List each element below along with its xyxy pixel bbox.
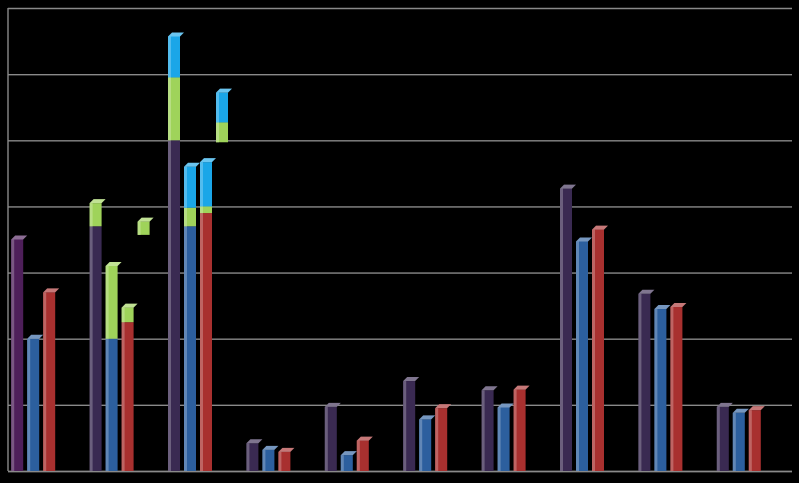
bar-g4-b2-s0-edge <box>356 440 360 471</box>
bar-g9-b2-s0-cap <box>748 406 765 411</box>
bar-g0-b0-s0-cap <box>11 235 28 240</box>
floating-0-s0-edge <box>137 221 141 235</box>
bar-g1-b0-s1-edge <box>89 203 93 227</box>
bar-g3-b2-s0-edge <box>278 451 282 471</box>
bar-g9-b0-s0-edge <box>716 406 720 471</box>
bar-g3-b0-s0-edge <box>246 443 250 471</box>
bar-g5-b0-s0-edge <box>403 381 407 471</box>
bar-g0-b2-s0-cap <box>43 288 60 293</box>
floating-0-s0-cap <box>137 217 154 222</box>
bar-g1-b2-s1-cap <box>121 303 138 308</box>
bar-g1-b1-s1-cap <box>105 261 122 266</box>
bar-g3-b1-s0-cap <box>262 445 279 450</box>
bar-g2-b1-s1-edge <box>184 207 187 227</box>
bar-g6-b2-s0-edge <box>513 389 517 471</box>
bar-g6-b0-s0-edge <box>481 390 485 471</box>
bar-g7-b1-s0-edge <box>576 241 579 471</box>
bar-g6-b0-s0-cap <box>481 386 498 391</box>
bar-g2-b0-s1-edge <box>168 77 171 141</box>
bar-g5-b1-s0-edge <box>419 419 423 471</box>
bar-g4-b0-s0-edge <box>324 406 328 471</box>
bar-g8-b2-s0-edge <box>670 306 674 471</box>
bar-g1-b2-s0-edge <box>121 322 125 471</box>
bar-g3-b1-s0-edge <box>262 449 266 471</box>
bar-g1-b2-s1-edge <box>121 307 125 323</box>
bar-g9-b1-s0-edge <box>732 412 736 471</box>
bar-g5-b0-s0-cap <box>403 377 420 382</box>
bar-g5-b2-s0-cap <box>435 404 452 409</box>
floating-1-s1-cap <box>216 88 232 93</box>
bar-g7-b2-s0-edge <box>592 229 595 471</box>
bar-g3-b2-s0-cap <box>278 447 295 452</box>
bar-g2-b2-s0-edge <box>200 213 203 472</box>
bar-g7-b2-s0-cap <box>592 225 608 230</box>
axes <box>7 8 792 473</box>
bar-g8-b0-s0-edge <box>638 293 642 471</box>
bar-g8-b1-s0-edge <box>654 308 658 471</box>
bar-g0-b1-s0-cap <box>27 334 44 339</box>
bar-g2-b0-s0-edge <box>168 140 171 472</box>
floating-1-s0-edge <box>216 122 219 143</box>
bar-g6-b1-s0-cap <box>497 403 514 408</box>
bar-g0-b1-s0-edge <box>27 338 31 471</box>
bar-g6-b1-s0-edge <box>497 407 501 471</box>
bar-g0-b2-s0-edge <box>43 292 47 471</box>
bar-g2-b2-s1-edge <box>200 206 203 214</box>
bar-g7-b0-s0-edge <box>560 188 563 471</box>
floating-1-s1-edge <box>216 92 219 123</box>
bar-g7-b0-s0-cap <box>560 184 576 189</box>
bar-g1-b1-s0-edge <box>105 338 109 471</box>
bar-g9-b1-s0-cap <box>732 408 749 413</box>
bar-g1-b0-s0-edge <box>89 226 93 471</box>
bar-g6-b2-s0-cap <box>513 385 530 390</box>
bar-g2-b0-s2-cap <box>168 32 184 37</box>
bar-g7-b1-s0-cap <box>576 237 592 242</box>
bar-g0-b0-s0-edge <box>11 239 15 471</box>
bar-g2-b1-s0-edge <box>184 226 187 471</box>
bar-g2-b2-s2-edge <box>200 162 203 207</box>
bar-g2-b1-s2-edge <box>184 166 187 208</box>
bar-g2-b2-s1-face <box>200 206 212 214</box>
bar-series <box>11 32 765 472</box>
bar-g1-b0-s1-cap <box>89 199 106 204</box>
bar-g4-b0-s0-cap <box>324 402 341 407</box>
bar-g8-b1-s0-cap <box>654 304 671 309</box>
bar-g4-b1-s0-edge <box>340 455 344 471</box>
bar-g3-b0-s0-cap <box>246 439 263 444</box>
bar-g4-b2-s0-cap <box>356 436 373 441</box>
bar-g2-b1-s2-cap <box>184 162 200 167</box>
bar-g2-b0-s2-edge <box>168 36 171 78</box>
bar-g1-b1-s1-edge <box>105 265 109 339</box>
bar-g8-b2-s0-cap <box>670 302 687 307</box>
bar-g5-b1-s0-cap <box>419 415 436 420</box>
bar-g4-b1-s0-cap <box>340 451 357 456</box>
bar-g8-b0-s0-cap <box>638 289 655 294</box>
bar-g9-b2-s0-edge <box>748 410 752 471</box>
bar-g2-b2-s2-cap <box>200 158 216 163</box>
gridlines <box>8 7 792 473</box>
bar-g9-b0-s0-cap <box>716 402 733 407</box>
bar-g5-b2-s0-edge <box>435 408 439 471</box>
